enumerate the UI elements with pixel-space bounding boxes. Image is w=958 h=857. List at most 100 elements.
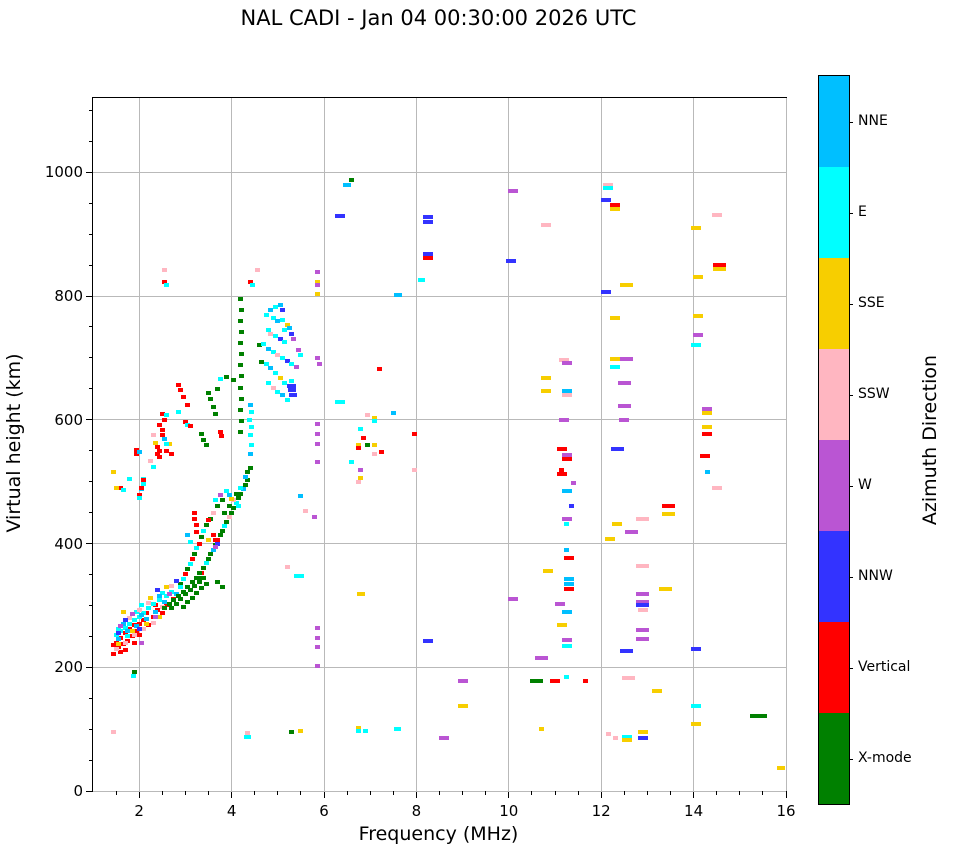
data-point [534,655,548,660]
data-point [263,362,269,367]
data-point [651,689,662,694]
y-minor-tick [89,233,93,235]
data-point [152,440,158,445]
data-point [538,727,544,732]
x-minor-tick [300,791,302,795]
data-point [212,498,218,503]
data-point [189,556,195,561]
data-point [185,600,191,605]
x-minor-tick [462,791,464,795]
data-point [550,679,560,684]
data-point [702,410,713,415]
data-point [690,225,701,230]
data-point [394,727,402,732]
data-point [610,206,621,211]
data-point [314,664,320,668]
data-point [239,352,245,357]
data-point [164,441,170,446]
colorbar-swatch-x-mode [819,713,849,804]
data-point [115,636,121,641]
data-point [127,626,133,631]
colorbar-swatch-ssw [819,349,849,440]
x-minor-tick [115,791,117,795]
data-point [136,633,142,638]
data-point [561,360,572,365]
data-point [600,290,611,295]
data-point [561,453,572,458]
data-point [222,510,228,515]
data-point [155,451,161,456]
data-point [206,390,211,395]
data-point [157,422,163,427]
x-gridline [508,98,510,791]
data-point [365,442,371,447]
data-point [360,435,366,440]
data-point [118,649,124,654]
data-point [201,529,207,534]
y-major-tick [86,419,93,421]
data-point [314,626,320,631]
data-point [610,447,624,452]
colorbar-swatch-vertical [819,622,849,713]
data-point [111,642,117,647]
data-point [159,411,165,416]
data-point [122,618,128,623]
y-minor-tick [89,450,93,452]
data-point [189,595,195,600]
data-point [212,537,218,542]
data-point [132,670,138,675]
y-minor-tick [89,759,93,761]
data-point [159,610,165,615]
data-point [185,567,191,572]
data-point [356,592,365,597]
data-point [215,386,221,391]
data-point [619,417,630,422]
x-tick-label: 4 [226,802,237,820]
data-point [217,533,223,538]
x-tick-label: 8 [411,802,422,820]
azimuth-colorbar [818,75,853,805]
data-point [284,565,290,569]
data-point [155,587,161,592]
data-point [215,541,221,546]
x-major-tick [138,791,140,798]
data-point [390,410,396,415]
y-minor-tick [89,264,93,266]
data-point [661,503,675,508]
colorbar-tick [849,576,853,578]
data-point [556,447,567,452]
data-point [612,736,618,741]
data-point [314,355,320,360]
data-point [150,620,156,625]
data-point [134,624,140,629]
data-point [279,355,285,360]
data-point [247,466,253,470]
y-tick-label: 600 [54,410,83,429]
data-point [194,522,200,527]
data-point [314,636,320,641]
data-point [206,517,211,522]
data-point [150,602,156,607]
data-point [636,516,650,521]
data-point [506,259,517,264]
data-point [122,647,128,652]
data-point [148,458,154,463]
data-point [173,578,179,583]
y-minor-tick [89,728,93,730]
data-point [246,417,252,422]
y-tick-label: 1000 [44,163,83,182]
data-point [556,622,567,627]
data-point [210,532,216,537]
data-point [561,609,572,614]
data-point [293,365,299,370]
colorbar-swatch-nne [819,76,849,167]
data-point [636,603,650,608]
y-gridline [93,419,786,421]
colorbar-swatch-nnw [819,531,849,622]
data-point [249,282,255,287]
data-point [702,431,713,436]
data-point [203,522,209,527]
data-point [372,451,378,456]
data-point [115,631,121,636]
